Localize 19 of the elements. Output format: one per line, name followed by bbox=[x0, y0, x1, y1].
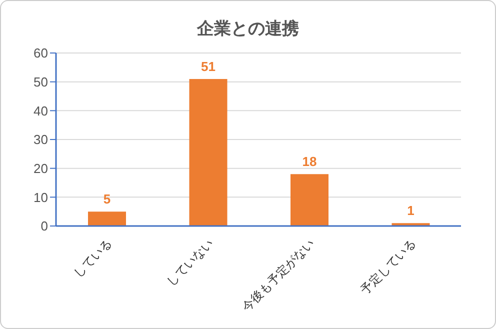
x-tick-label: していない bbox=[164, 236, 216, 289]
y-tick-label: 30 bbox=[34, 132, 48, 148]
chart-title: 企業との連携 bbox=[196, 18, 300, 40]
bar bbox=[189, 78, 228, 226]
bar bbox=[88, 212, 126, 226]
data-label: 51 bbox=[201, 58, 216, 74]
y-tick-label: 60 bbox=[34, 46, 48, 61]
y-tick-label: 20 bbox=[34, 160, 48, 176]
y-tick-label: 10 bbox=[34, 190, 48, 205]
x-tick-label: 今後も予定がない bbox=[239, 236, 318, 314]
data-label: 18 bbox=[302, 154, 317, 170]
bar bbox=[290, 174, 328, 226]
y-tick-label: 40 bbox=[34, 103, 48, 118]
y-tick-label: 50 bbox=[34, 74, 48, 90]
x-tick-label: している bbox=[70, 236, 115, 280]
data-label: 5 bbox=[103, 192, 111, 207]
data-label: 1 bbox=[407, 203, 414, 218]
x-tick-label: 予定している bbox=[358, 236, 418, 298]
y-tick-label: 0 bbox=[40, 218, 48, 234]
